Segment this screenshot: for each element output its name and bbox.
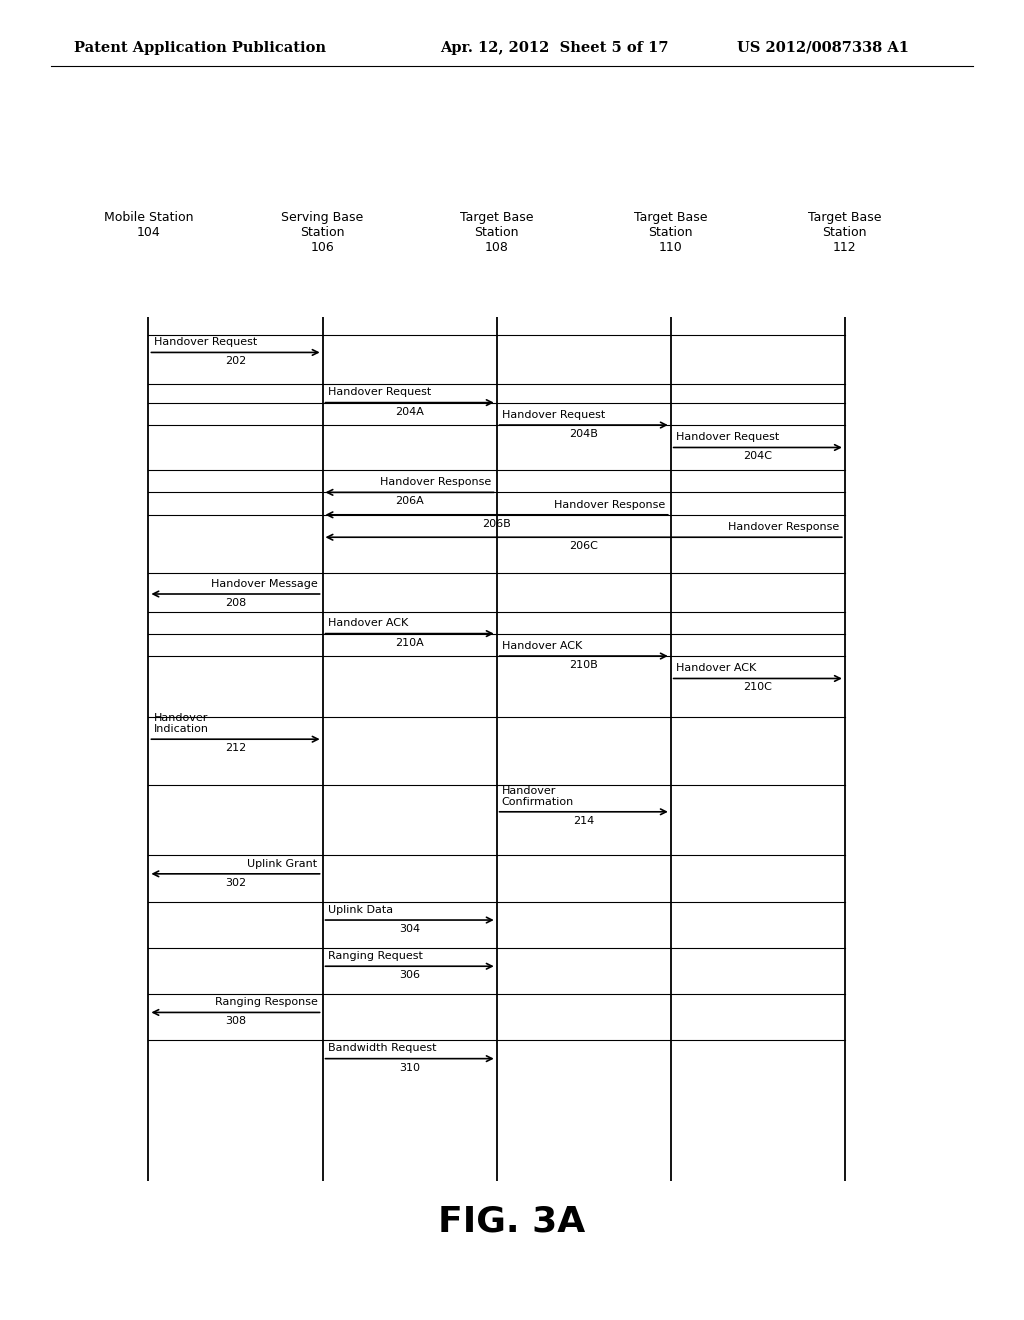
Text: Bandwidth Request: Bandwidth Request	[328, 1043, 436, 1053]
Text: Target Base
Station
108: Target Base Station 108	[460, 211, 534, 255]
Text: Handover
Confirmation: Handover Confirmation	[502, 785, 574, 807]
Text: Handover Response: Handover Response	[554, 499, 666, 510]
Text: Handover
Indication: Handover Indication	[154, 713, 209, 734]
Text: Target Base
Station
112: Target Base Station 112	[808, 211, 882, 255]
Text: Handover Message: Handover Message	[211, 578, 317, 589]
Text: 210B: 210B	[569, 660, 598, 671]
Text: Target Base
Station
110: Target Base Station 110	[634, 211, 708, 255]
Text: Handover Request: Handover Request	[502, 409, 605, 420]
Text: 208: 208	[225, 598, 246, 609]
Text: Handover Request: Handover Request	[154, 337, 257, 347]
Text: Uplink Grant: Uplink Grant	[248, 858, 317, 869]
Text: Ranging Request: Ranging Request	[328, 950, 423, 961]
Text: Ranging Response: Ranging Response	[215, 997, 317, 1007]
Text: 210A: 210A	[395, 638, 424, 648]
Text: US 2012/0087338 A1: US 2012/0087338 A1	[737, 41, 909, 54]
Text: 310: 310	[399, 1063, 420, 1073]
Text: 204C: 204C	[743, 451, 772, 462]
Text: 304: 304	[399, 924, 420, 935]
Text: Handover Request: Handover Request	[676, 432, 779, 442]
Text: Serving Base
Station
106: Serving Base Station 106	[282, 211, 364, 255]
Text: Handover Response: Handover Response	[380, 477, 492, 487]
Text: 214: 214	[573, 816, 594, 826]
Text: 306: 306	[399, 970, 420, 981]
Text: 302: 302	[225, 878, 246, 888]
Text: Handover ACK: Handover ACK	[502, 640, 582, 651]
Text: 210C: 210C	[743, 682, 772, 693]
Text: 206B: 206B	[482, 519, 511, 529]
Text: Mobile Station
104: Mobile Station 104	[103, 211, 194, 239]
Text: 202: 202	[225, 356, 246, 367]
Text: Handover Response: Handover Response	[728, 521, 840, 532]
Text: 204B: 204B	[569, 429, 598, 440]
Text: 206C: 206C	[569, 541, 598, 552]
Text: Uplink Data: Uplink Data	[328, 904, 393, 915]
Text: Handover ACK: Handover ACK	[676, 663, 756, 673]
Text: 204A: 204A	[395, 407, 424, 417]
Text: 212: 212	[225, 743, 246, 754]
Text: Handover Request: Handover Request	[328, 387, 431, 397]
Text: Apr. 12, 2012  Sheet 5 of 17: Apr. 12, 2012 Sheet 5 of 17	[440, 41, 669, 54]
Text: 308: 308	[225, 1016, 246, 1027]
Text: FIG. 3A: FIG. 3A	[438, 1204, 586, 1238]
Text: 206A: 206A	[395, 496, 424, 507]
Text: Handover ACK: Handover ACK	[328, 618, 408, 628]
Text: Patent Application Publication: Patent Application Publication	[74, 41, 326, 54]
